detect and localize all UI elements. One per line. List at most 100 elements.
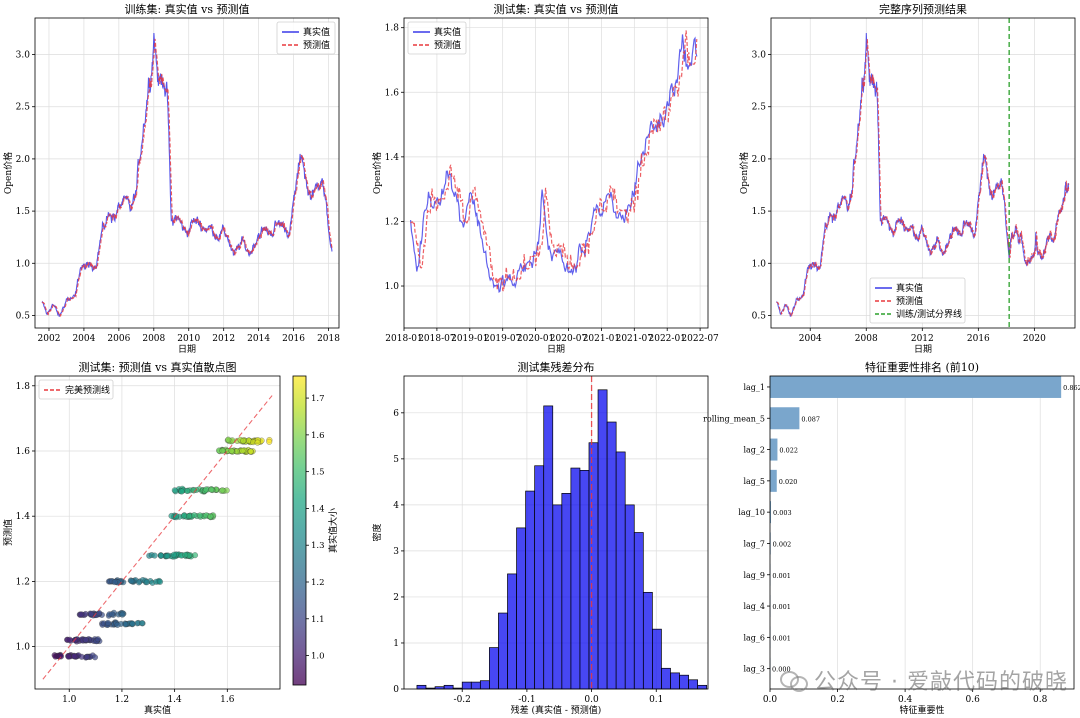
series-pred-full (776, 38, 1070, 317)
ytick-label-train-1: 1.0 (16, 259, 31, 269)
scatter-point-93 (129, 620, 136, 627)
ytick-label-test-4: 1.8 (385, 24, 400, 34)
scatter-point-304 (239, 447, 246, 454)
importance-category-4: lag_10 (738, 508, 765, 517)
colorbar-tick-label-5: 1.5 (311, 468, 325, 478)
hist-bar-7 (479, 680, 490, 690)
scatter-point-97 (104, 619, 111, 626)
plot-frame-importance (769, 375, 1075, 690)
ylabel-train: Open价格 (2, 152, 14, 194)
xlabel-full: 日期 (914, 344, 932, 355)
importance-category-5: lag_7 (743, 539, 765, 548)
ytick-label-scatter-4: 1.8 (16, 382, 31, 392)
xtick-label-full-3: 2016 (967, 334, 990, 344)
xtick-label-hist-2: 0.0 (584, 695, 599, 705)
ytick-label-hist-1: 1 (393, 639, 399, 649)
ytick-label-full-2: 1.5 (752, 207, 767, 217)
importance-bar-3 (770, 469, 777, 492)
xtick-label-train-3: 2008 (142, 334, 165, 344)
importance-category-1: rolling_mean_5 (703, 414, 765, 423)
scatter-point-134 (119, 611, 126, 618)
legend-label-scatter-0: 完美预测线 (65, 384, 110, 396)
scatter-point-339 (254, 439, 261, 446)
xlabel-scatter: 真实值 (144, 704, 171, 716)
ytick-label-scatter-2: 1.4 (16, 512, 31, 522)
legend-box-full (869, 277, 966, 324)
xtick-label-test-8: 2022-01 (649, 334, 686, 344)
scatter-point-196 (164, 553, 171, 560)
xtick-label-importance-2: 0.4 (898, 695, 913, 705)
wechat-icon (780, 669, 809, 692)
ytick-label-full-1: 1.0 (752, 259, 767, 269)
xtick-label-test-1: 2018-07 (418, 334, 456, 344)
series-true-train (41, 32, 333, 317)
scatter-point-270 (208, 486, 215, 493)
hist-bar-25 (642, 591, 653, 690)
scatter-point-269 (203, 486, 210, 493)
colorbar-tick-label-0: 1.0 (311, 652, 325, 662)
colorbar-tick-label-4: 1.4 (311, 504, 325, 514)
importance-value-9: 0.000 (772, 666, 791, 674)
chart-title-scatter: 测试集: 预测值 vs 真实值散点图 (78, 360, 236, 374)
xtick-label-train-4: 2010 (177, 334, 200, 344)
ytick-label-train-3: 2.0 (16, 155, 31, 165)
xtick-label-importance-3: 0.6 (966, 695, 981, 705)
hist-bar-23 (624, 504, 635, 690)
legend-label-train-0: 真实值 (303, 26, 330, 38)
xtick-label-train-6: 2014 (247, 334, 270, 344)
ytick-label-hist-0: 0 (393, 685, 399, 695)
scatter-point-66 (72, 637, 79, 644)
xtick-label-train-2: 2006 (107, 334, 130, 344)
xtick-label-full-4: 2020 (1023, 334, 1046, 344)
series-true-test (410, 34, 698, 294)
xtick-label-test-6: 2021-01 (583, 334, 620, 344)
importance-bar-4 (770, 501, 772, 524)
scatter-point-67 (82, 636, 89, 643)
ytick-label-train-5: 3.0 (16, 51, 31, 61)
hist-bar-22 (615, 451, 626, 690)
ytick-label-hist-6: 6 (393, 409, 399, 419)
importance-category-0: lag_1 (743, 383, 765, 392)
legend-label-test-1: 预测值 (434, 39, 461, 51)
hist-bar-17 (570, 467, 581, 690)
ytick-label-train-4: 2.5 (16, 103, 31, 113)
colorbar-tick-label-2: 1.2 (311, 578, 325, 588)
scatter-point-261 (190, 487, 197, 494)
ytick-label-full-5: 3.0 (752, 51, 767, 61)
importance-value-8: 0.001 (772, 634, 791, 642)
legend-box-scatter (38, 379, 114, 400)
ytick-label-hist-2: 2 (393, 593, 399, 603)
hist-bar-31 (697, 684, 708, 690)
scatter-point-265 (219, 487, 226, 494)
watermark: 公众号 · 爱敲代码的破晓 (780, 664, 1068, 696)
colorbar-tick-label-7: 1.7 (311, 394, 325, 404)
plot-frame-test (403, 17, 709, 329)
scatter-point-164 (135, 579, 142, 586)
xtick-label-test-9: 2022-07 (681, 334, 719, 344)
scatter-point-33 (71, 653, 78, 660)
scatter-point-169 (111, 579, 118, 586)
xtick-label-importance-1: 0.2 (830, 695, 844, 705)
chart-title-train: 训练集: 真实值 vs 预测值 (124, 2, 249, 16)
xtick-label-test-0: 2018-01 (385, 334, 422, 344)
scatter-point-202 (182, 551, 189, 558)
scatter-point-237 (207, 513, 214, 520)
hist-bar-12 (525, 490, 536, 690)
ytick-label-test-2: 1.4 (385, 153, 400, 163)
scatter-point-29 (92, 654, 99, 661)
importance-category-6: lag_9 (743, 571, 765, 580)
xtick-label-train-7: 2016 (282, 334, 305, 344)
watermark-text: 公众号 · 爱敲代码的破晓 (814, 670, 1068, 695)
scatter-point-227 (191, 512, 198, 519)
xtick-label-hist-0: -0.2 (454, 695, 471, 705)
xtick-label-importance-4: 0.8 (1033, 695, 1048, 705)
xtick-label-train-8: 2018 (317, 334, 340, 344)
hist-bar-28 (670, 672, 680, 690)
scatter-point-21 (83, 653, 90, 660)
ytick-label-full-3: 2.0 (752, 155, 767, 165)
xtick-label-scatter-3: 1.6 (220, 695, 235, 705)
series-true-full (776, 32, 1070, 317)
xtick-label-scatter-0: 1.0 (62, 695, 77, 705)
importance-bar-1 (770, 407, 800, 430)
importance-category-9: lag_3 (743, 665, 765, 674)
